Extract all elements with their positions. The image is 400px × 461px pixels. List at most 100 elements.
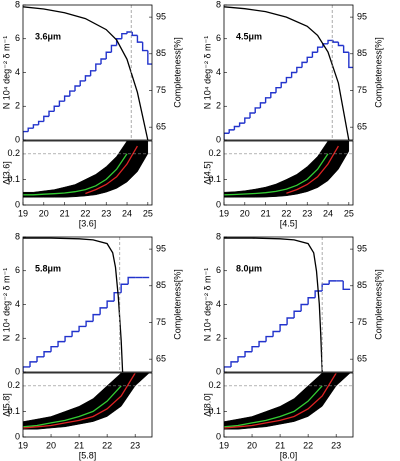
y-tick-label: 2 [216, 101, 221, 111]
histogram-step [337, 42, 344, 47]
x-tick-label: 21 [60, 208, 70, 218]
histogram-step [348, 52, 353, 69]
x-tick-label: 23 [331, 440, 341, 450]
curve [224, 153, 329, 196]
histogram-step [238, 122, 245, 127]
y-axis-label: N 10⁴ deg⁻² δ m⁻¹ [1, 36, 11, 109]
x-tick-label: 21 [74, 440, 84, 450]
scatter-density [23, 373, 150, 430]
histogram-step [100, 58, 107, 65]
curve [85, 145, 138, 195]
histogram-step [99, 307, 108, 315]
y2-tick-label: 95 [156, 243, 166, 253]
histogram-step [32, 124, 39, 129]
histogram-step [43, 351, 52, 357]
histogram-step [306, 56, 313, 63]
y-tick-label: 6 [15, 33, 20, 43]
histogram-step [264, 97, 271, 103]
y-tick-label: 0 [216, 134, 221, 144]
y2-tick-label: 85 [357, 48, 367, 58]
y-tick-label: 8 [15, 231, 20, 241]
histogram-step [296, 66, 303, 73]
histogram-step [254, 107, 261, 113]
y-tick-label: 4 [216, 299, 221, 309]
y-tick-label: 8 [15, 0, 20, 9]
histogram-step [249, 112, 256, 119]
histogram-step [141, 42, 148, 52]
y-tick-label: 0 [15, 134, 20, 144]
x-axis-label: [3.6] [79, 218, 97, 228]
annotation: 4.5μm [236, 31, 262, 41]
y-axis-label: N 10⁴ deg⁻² δ m⁻¹ [1, 268, 11, 341]
frame [22, 4, 153, 141]
x-tick-label: 22 [281, 208, 291, 218]
frame [223, 4, 354, 141]
x-tick-label: 22 [102, 440, 112, 450]
histogram-step [78, 325, 87, 332]
histogram-step [342, 280, 351, 291]
histogram-step [84, 75, 91, 81]
x-tick-label: 20 [46, 440, 56, 450]
histogram-step [244, 351, 253, 357]
y2-tick-label: 65 [357, 122, 367, 132]
histogram-step [105, 51, 112, 59]
histogram-step [147, 50, 152, 65]
x-tick-label: 21 [275, 440, 285, 450]
histogram-step [69, 90, 76, 97]
curve [23, 153, 128, 196]
histogram-step [23, 130, 29, 140]
y-tick-label: 8 [216, 0, 221, 9]
y-tick-label: 0.1 [7, 174, 20, 184]
annotation: 5.8μm [35, 263, 61, 273]
plot-area [23, 373, 150, 430]
histogram-step [285, 76, 292, 83]
y-tick-label: 0 [15, 366, 20, 376]
histogram-step [29, 361, 38, 367]
x-tick-label: 24 [323, 208, 333, 218]
plot-area [23, 237, 150, 372]
histogram-step [92, 313, 101, 322]
annotation: 3.6μm [35, 31, 61, 41]
plot-area [23, 6, 152, 140]
curve [23, 385, 122, 428]
histogram-step [258, 340, 267, 347]
x-tick-label: 22 [303, 440, 313, 450]
y-tick-label: 6 [15, 265, 20, 275]
scatter-density [224, 141, 350, 198]
y-tick-label: 6 [216, 265, 221, 275]
annotation: 8.0μm [236, 263, 262, 273]
histogram-step [79, 80, 86, 86]
y-tick-label: 0 [216, 199, 221, 209]
scatter-density [224, 373, 351, 430]
y-axis-label: Δ[8.0] [202, 393, 212, 417]
y-tick-label: 0.2 [208, 148, 221, 158]
histogram-step [290, 71, 297, 78]
histogram-step [110, 44, 117, 53]
histogram-step [48, 110, 55, 117]
histogram-step [71, 330, 80, 337]
y-axis-label: Δ[4.5] [202, 161, 212, 185]
x-tick-label: 19 [219, 440, 229, 450]
histogram-step [251, 345, 260, 352]
y2-tick-label: 85 [156, 280, 166, 290]
y-tick-label: 4 [216, 67, 221, 77]
y2-tick-label: 85 [357, 280, 367, 290]
histogram-step [27, 127, 34, 132]
histogram-step [127, 276, 136, 285]
plot-area [224, 6, 353, 140]
histogram-step [259, 102, 266, 108]
histogram-step [332, 40, 339, 43]
y-tick-label: 6 [216, 33, 221, 43]
plot-area [224, 237, 351, 372]
histogram-step [63, 95, 70, 102]
histogram-step [53, 105, 60, 112]
y2-tick-label: 85 [156, 48, 166, 58]
histogram-step [50, 345, 59, 352]
y2-tick-label: 65 [357, 354, 367, 364]
histogram-step [74, 85, 81, 92]
histogram-step [286, 317, 295, 325]
x-tick-label: 21 [261, 208, 271, 218]
x-tick-label: 19 [219, 208, 229, 218]
y-tick-label: 0 [216, 431, 221, 441]
